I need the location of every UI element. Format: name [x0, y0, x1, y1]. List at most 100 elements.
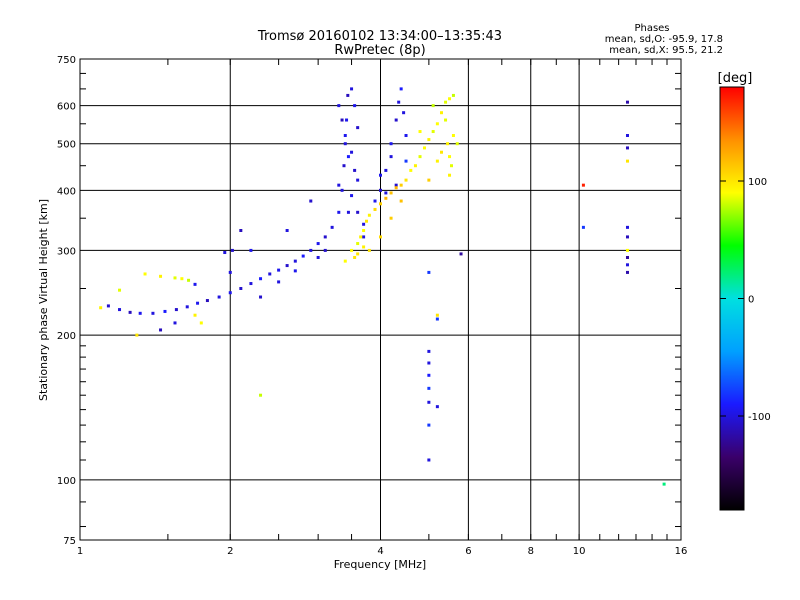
data-point [427, 458, 431, 462]
data-point [362, 235, 366, 239]
x-axis-label: Frequency [MHz] [334, 558, 426, 571]
data-point [427, 400, 431, 404]
data-point [394, 186, 398, 190]
data-point [625, 263, 629, 267]
data-point [128, 310, 132, 314]
x-tick-labels: 1 2 4 6 8 10 16 [77, 546, 688, 557]
data-point [353, 255, 357, 259]
data-point [625, 255, 629, 259]
data-point [427, 178, 431, 182]
data-point [193, 313, 197, 317]
data-point [138, 311, 142, 315]
data-point [427, 138, 431, 142]
data-point [448, 155, 452, 159]
data-point [163, 309, 167, 313]
data-point [343, 134, 347, 138]
data-point [316, 255, 320, 259]
data-point [350, 87, 354, 91]
chart-title: Tromsø 20160102 13:34:00–13:35:43 [257, 29, 502, 44]
colorbar-unit: [deg] [718, 71, 753, 86]
data-point [342, 164, 346, 168]
colorbar-tick-label: -100 [748, 412, 771, 423]
data-point [343, 259, 347, 263]
data-point [404, 159, 408, 163]
data-point [448, 97, 452, 101]
data-point [259, 295, 263, 299]
data-point [193, 282, 197, 286]
data-point [379, 188, 382, 192]
y-tick-labels: 75 100 200 300 400 500 600 750 [57, 55, 76, 547]
data-point [309, 199, 313, 203]
data-point [337, 104, 341, 108]
data-point [350, 248, 354, 252]
data-point [135, 333, 139, 337]
data-point [435, 317, 439, 321]
data-point [435, 122, 439, 126]
data-point [340, 118, 344, 122]
data-point [365, 219, 369, 223]
data-point [459, 252, 463, 256]
data-point [399, 199, 403, 203]
data-point [402, 111, 406, 115]
data-point [427, 361, 431, 365]
scatter-points [99, 87, 666, 486]
y-tick-label: 300 [57, 246, 76, 257]
data-point [143, 272, 147, 276]
data-point [345, 118, 349, 122]
data-point [362, 245, 366, 249]
data-point [353, 168, 357, 172]
data-point [340, 188, 344, 192]
y-axis-label: Stationary phase Virtual Height [km] [37, 199, 50, 401]
data-point [379, 202, 382, 206]
colorbar-tick-label: 0 [748, 295, 754, 306]
data-point [359, 235, 363, 239]
y-tick-label: 400 [57, 186, 76, 197]
data-point [625, 248, 629, 252]
data-point [239, 228, 243, 232]
data-point [323, 235, 327, 239]
data-point [337, 183, 341, 187]
data-point [196, 301, 200, 305]
data-point [373, 207, 377, 211]
data-point [205, 299, 209, 303]
data-point [309, 248, 313, 252]
y-tick-label: 750 [57, 55, 76, 66]
data-point [330, 225, 334, 229]
data-point [435, 405, 439, 409]
data-point [455, 142, 459, 146]
x-tick-label: 8 [528, 546, 534, 557]
data-point [185, 305, 189, 309]
data-point [293, 269, 297, 273]
data-point [409, 168, 413, 172]
data-point [277, 280, 281, 284]
data-point [581, 183, 585, 187]
stats-o-line: mean, sd,O: -95.9, 17.8 [605, 34, 723, 45]
data-point [173, 276, 177, 280]
x-tick-label: 16 [675, 546, 688, 557]
colorbar-ticks: 100 0 -100 [720, 177, 771, 423]
data-point [625, 270, 629, 274]
data-point [187, 278, 191, 282]
data-point [337, 210, 341, 214]
data-point [346, 155, 350, 159]
data-point [625, 159, 629, 163]
data-point [356, 252, 360, 256]
data-point [367, 213, 371, 217]
data-point [384, 196, 388, 200]
data-point [446, 142, 450, 146]
data-point [249, 248, 253, 252]
data-point [99, 306, 103, 310]
data-point [379, 235, 382, 239]
data-point [404, 178, 408, 182]
data-point [217, 295, 221, 299]
plot-frame-border [79, 58, 682, 541]
data-point [356, 126, 360, 130]
data-point [199, 321, 203, 325]
data-point [293, 259, 297, 263]
colorbar-tick-label: 100 [748, 177, 767, 188]
data-point [259, 393, 263, 397]
data-point [384, 168, 388, 172]
data-point [427, 349, 431, 353]
data-point [362, 222, 366, 226]
data-point [444, 100, 448, 104]
